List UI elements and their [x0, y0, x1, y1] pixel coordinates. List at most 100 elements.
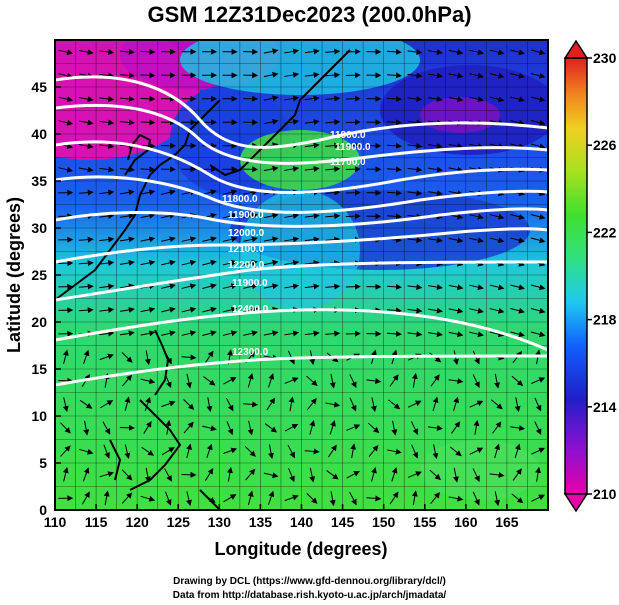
wind-arrow — [99, 283, 115, 290]
wind-arrow — [161, 259, 176, 266]
wind-arrow — [263, 236, 279, 243]
wind-arrow — [407, 49, 423, 55]
wind-arrow — [469, 96, 484, 103]
wind-arrow — [284, 259, 300, 266]
wind-arrow — [346, 470, 360, 479]
wind-arrow — [309, 467, 316, 483]
wind-arrow — [531, 377, 546, 384]
wind-arrow — [161, 189, 176, 196]
wind-arrow — [511, 375, 524, 387]
wind-arrow — [534, 397, 542, 412]
contour-label: 11900.0 — [232, 278, 268, 289]
wind-arrow — [284, 377, 299, 384]
wind-arrow — [161, 283, 176, 290]
wind-arrow — [428, 49, 443, 56]
wind-arrow — [181, 330, 197, 337]
wind-arrow — [407, 119, 423, 126]
wind-arrow — [102, 421, 111, 435]
contour-label: 11800.0 — [222, 194, 258, 205]
wind-arrow — [448, 495, 464, 502]
x-tick-label: 135 — [249, 514, 273, 530]
x-tick-label: 165 — [495, 514, 519, 530]
wind-arrow — [202, 189, 217, 196]
wind-arrow — [410, 421, 419, 435]
wind-arrow — [472, 374, 480, 388]
wind-arrow — [124, 396, 131, 412]
wind-arrow — [469, 400, 484, 408]
wind-arrow — [161, 306, 176, 313]
wind-arrow — [489, 72, 505, 79]
wind-arrow — [510, 237, 525, 244]
wind-arrow — [99, 236, 115, 243]
wind-arrow — [223, 376, 237, 385]
wind-arrow — [386, 48, 402, 55]
wind-arrow — [325, 119, 341, 126]
wind-arrow — [510, 96, 525, 103]
wind-arrow — [304, 236, 320, 243]
wind-arrow — [58, 166, 74, 173]
wind-arrow — [119, 283, 135, 290]
wind-arrow — [58, 96, 74, 103]
wind-arrow — [407, 96, 423, 102]
wind-arrow — [78, 143, 94, 150]
wind-arrow — [164, 468, 172, 482]
wind-arrow — [202, 259, 217, 266]
wind-arrow — [119, 236, 135, 243]
wind-arrow — [307, 397, 317, 411]
wind-arrow — [183, 421, 194, 434]
wind-arrow — [389, 491, 399, 505]
wind-arrow — [386, 213, 402, 220]
wind-arrow — [284, 71, 300, 78]
wind-arrow — [243, 259, 258, 266]
wind-arrow — [202, 330, 217, 337]
contour-label: 12200.0 — [228, 260, 265, 271]
colorbar: 210 214 218 222 226 230 — [563, 39, 617, 513]
wind-arrow — [430, 491, 440, 505]
wind-arrow — [451, 421, 461, 434]
wind-arrow — [181, 354, 197, 361]
wind-arrow — [325, 236, 341, 243]
wind-arrow — [325, 72, 341, 79]
wind-arrow — [78, 96, 94, 103]
wind-arrow — [78, 189, 94, 196]
wind-arrow — [99, 166, 115, 173]
wind-arrow — [489, 213, 505, 220]
wind-arrow — [268, 444, 275, 460]
wind-arrow — [432, 444, 439, 460]
height-contours — [55, 75, 548, 387]
wind-arrow — [121, 492, 133, 504]
wind-arrow — [140, 212, 156, 219]
wind-arrow — [469, 307, 484, 314]
wind-arrow — [243, 236, 258, 243]
wind-arrow — [121, 374, 133, 387]
wind-arrow — [222, 283, 238, 290]
wind-arrow — [349, 374, 357, 388]
wind-arrow — [512, 468, 522, 481]
wind-arrow — [62, 466, 69, 482]
wind-arrow — [469, 72, 484, 79]
wind-arrow — [428, 143, 443, 150]
wind-arrow — [202, 283, 217, 290]
wind-arrow — [386, 119, 402, 126]
wind-arrow — [284, 165, 300, 172]
wind-arrow — [222, 330, 238, 337]
wind-arrow — [103, 490, 110, 506]
wind-arrow — [514, 443, 521, 459]
wind-arrow — [140, 72, 156, 79]
wind-arrow — [266, 397, 276, 411]
wind-arrow — [99, 260, 115, 266]
x-tick-label: 115 — [85, 514, 108, 530]
wind-arrow — [186, 373, 192, 389]
wind-arrow — [202, 236, 217, 243]
y-axis: 0 5 10 15 20 25 30 35 40 45 — [31, 79, 61, 518]
wind-arrow — [140, 495, 156, 502]
wind-arrow — [164, 491, 172, 506]
wind-arrow — [530, 96, 546, 103]
wind-arrow — [386, 330, 402, 337]
wind-arrow — [329, 491, 336, 507]
wind-arrow — [222, 236, 238, 243]
wind-arrow — [119, 119, 135, 126]
wind-arrow — [304, 142, 320, 149]
y-tick-label: 35 — [31, 173, 47, 189]
wind-arrow — [448, 166, 464, 173]
